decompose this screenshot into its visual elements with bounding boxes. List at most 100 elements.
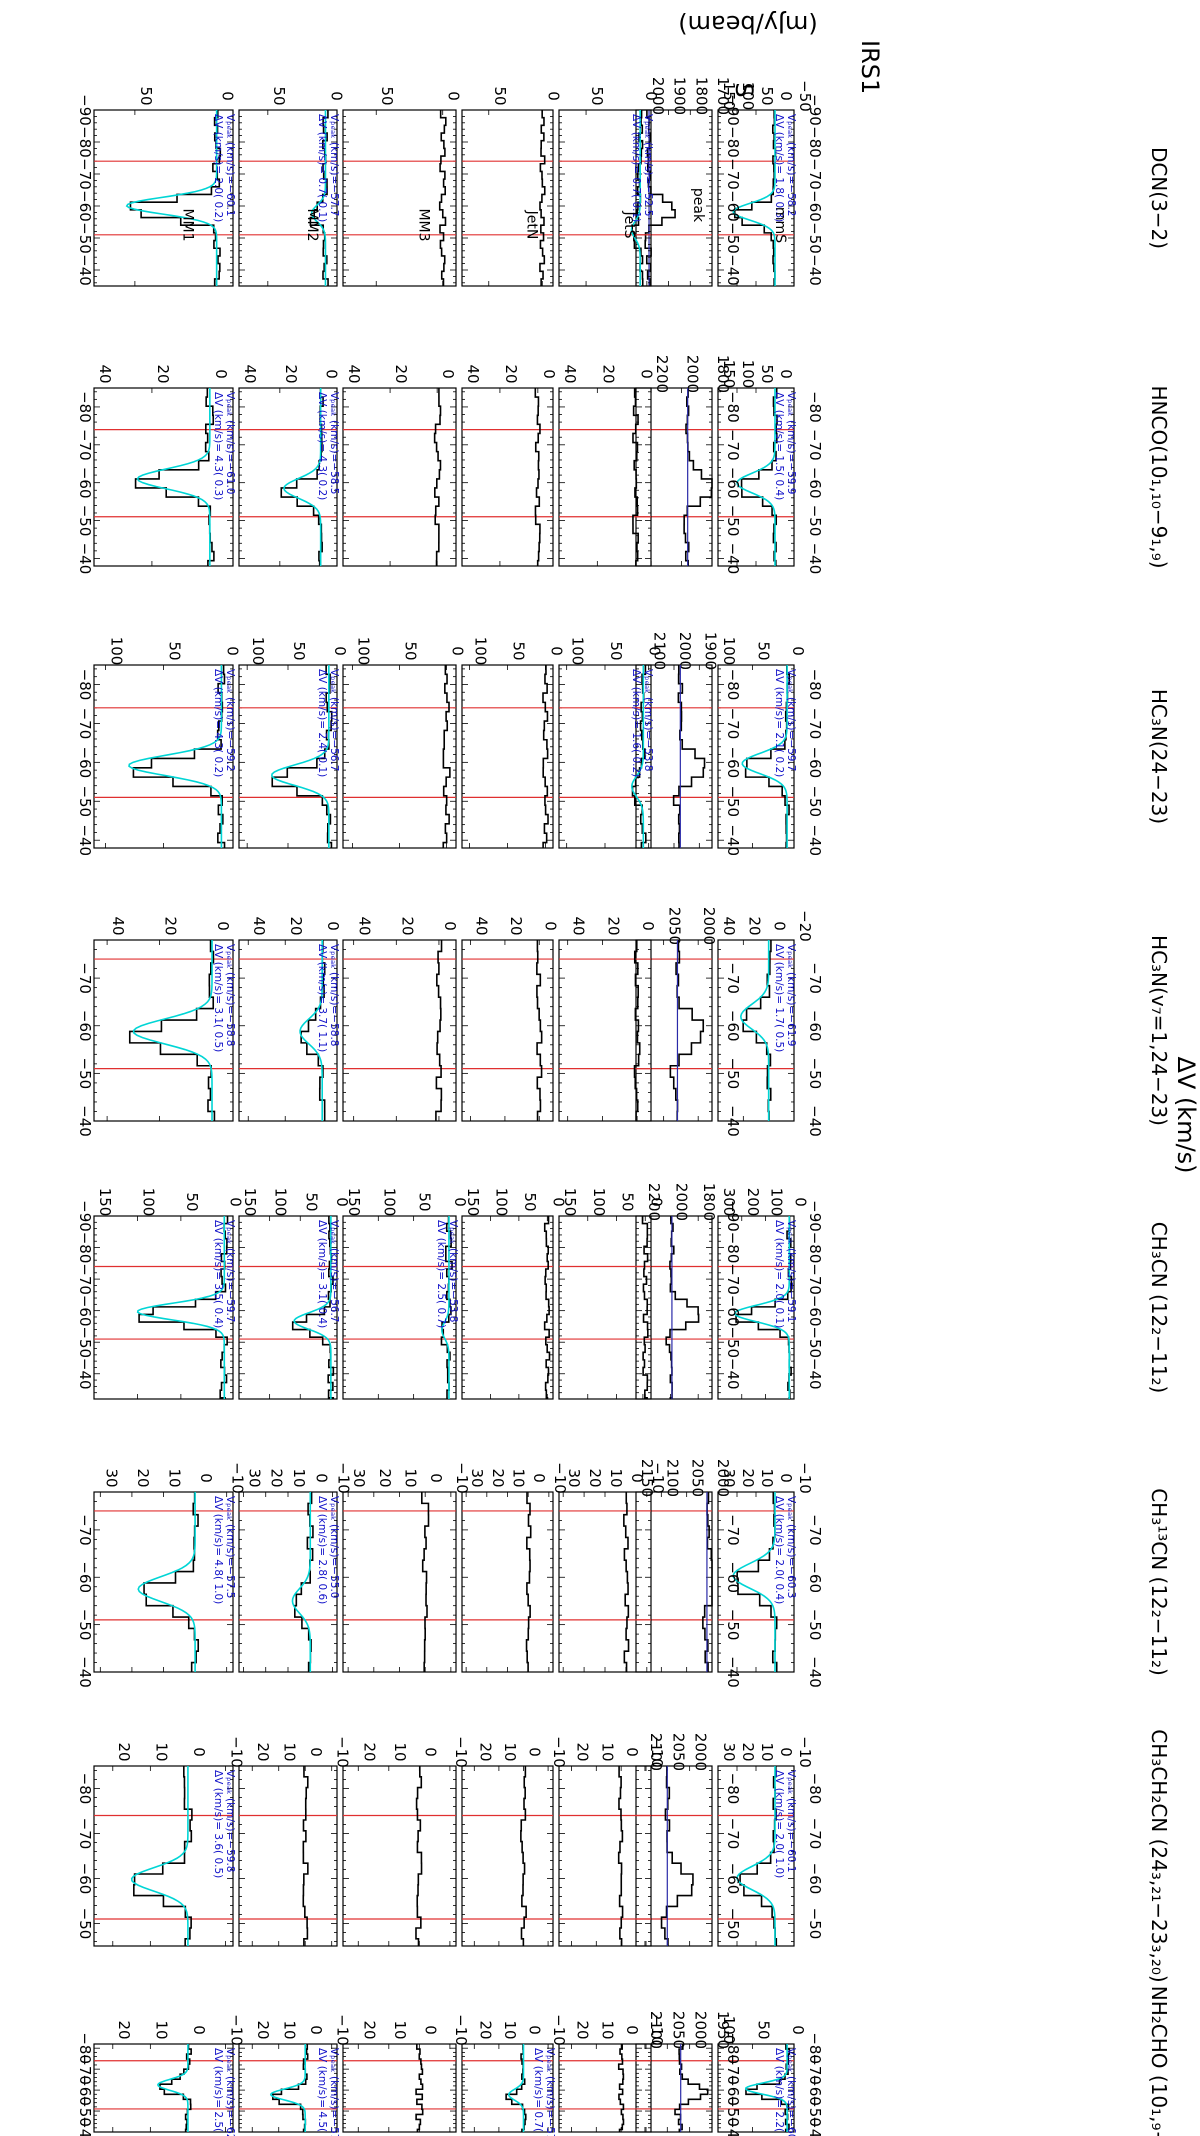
vel-tick-label: −40 xyxy=(724,2116,742,2136)
vel-tick-label: −50 xyxy=(806,1326,824,1358)
vel-tick-label: −50 xyxy=(724,505,742,537)
int-tick-label: 20 xyxy=(360,2020,378,2039)
vel-tick-label: −80 xyxy=(806,126,824,158)
int-tick-label: 0 xyxy=(525,1747,543,1757)
int-tick-label: 0 xyxy=(333,1197,351,1207)
spectrum-line xyxy=(632,388,639,566)
int-tick-label: 2100 xyxy=(663,1459,681,1497)
int-tick-label: −10 xyxy=(648,2014,666,2046)
panel-frame xyxy=(558,109,652,287)
panel-MM2-4: 0 50 100 150 Vₚₑₐₖ (km/s)=−56.7ΔV (km/s)= 3.… xyxy=(238,1188,351,1400)
spectrum-line xyxy=(542,665,549,848)
spectrum-line xyxy=(641,1216,649,1399)
fit-curve xyxy=(630,110,641,286)
dv-label: ΔV (km/s)= 4.3( 0.2) xyxy=(316,392,328,500)
int-tick-label: −10 xyxy=(452,1736,470,1768)
vel-tick-label: −60 xyxy=(806,747,824,779)
fit-curve xyxy=(631,665,645,848)
vel-tick-label: −80 xyxy=(76,1773,94,1805)
int-tick-label: 0 xyxy=(312,1473,330,1483)
panel-frame xyxy=(717,939,795,1122)
int-tick-label: 0 xyxy=(441,921,459,931)
vel-tick-label: −70 xyxy=(724,1514,742,1546)
int-tick-label: 0 xyxy=(190,1747,208,1757)
panel-MM3-3: 0 20 40 xyxy=(342,916,459,1122)
dv-label: ΔV (km/s)= 4.3( 0.2) xyxy=(212,669,224,777)
panel-frame xyxy=(342,1491,457,1673)
int-tick-label: −50 xyxy=(796,80,814,112)
vel-tick-label: −60 xyxy=(724,1010,742,1042)
int-tick-label: 50 xyxy=(755,2020,773,2039)
spectrum-line xyxy=(440,1216,453,1399)
velocity-axis-label: ΔV (km/s) xyxy=(1172,1056,1200,1173)
int-tick-label: 2000 xyxy=(692,1733,710,1771)
int-tick-label: 0 xyxy=(547,646,565,656)
int-tick-label: 20 xyxy=(282,364,300,383)
vel-tick-label: −40 xyxy=(76,1105,94,1137)
vel-tick-label: −70 xyxy=(806,1514,824,1546)
fit-curve xyxy=(736,388,776,566)
spectrum-line xyxy=(672,665,706,848)
panel-MM3-4: 0 50 100 150 Vₚₑₐₖ (km/s)=−53.8ΔV (km/s)= 2.… xyxy=(342,1188,469,1400)
panel-JetS-3: 0 20 40 xyxy=(558,916,657,1122)
spectrum-line xyxy=(674,2044,709,2132)
vel-tick-label: −90 xyxy=(76,94,94,126)
spectrum-line xyxy=(159,2044,192,2132)
molecule-title-1: HNCO(10₁,₁₀−9₁,₉) xyxy=(1147,385,1171,568)
panel-frame xyxy=(342,1215,457,1400)
panel-JetS-0: 0 50 Vₚₑₐₖ (km/s)=−52.5ΔV (km/s)= 0.7( 0.1… xyxy=(558,86,660,287)
dv-label: ΔV (km/s)= 1.8( 0.3) xyxy=(773,114,785,222)
int-tick-label: 0 xyxy=(307,1747,325,1757)
dv-label: ΔV (km/s)= 3.7( 1.1) xyxy=(316,944,328,1052)
vpeak-label: Vₚₑₐₖ (km/s)=−58.8 xyxy=(328,944,340,1046)
vel-tick-label: −80 xyxy=(806,391,824,423)
spectrum-line xyxy=(669,940,705,1121)
panel-frame xyxy=(342,109,457,287)
vel-tick-label: −50 xyxy=(806,1908,824,1940)
vel-tick-label: −60 xyxy=(76,1010,94,1042)
panel-frame xyxy=(342,1765,457,1947)
int-tick-label: 2200 xyxy=(653,355,671,393)
vpeak-label: Vₚₑₐₖ (km/s)=−61.9 xyxy=(785,944,797,1046)
vel-tick-label: −80 xyxy=(76,2032,94,2064)
spectrum-line xyxy=(442,665,451,848)
panel-frame xyxy=(461,109,554,287)
panel-frame xyxy=(635,387,713,567)
spectrum-line xyxy=(271,665,333,848)
vel-tick-label: −60 xyxy=(806,2074,824,2106)
int-tick-label: 1800 xyxy=(700,1183,718,1221)
spectrum-line xyxy=(272,2044,309,2132)
int-tick-label: 2150 xyxy=(638,1459,656,1497)
int-tick-label: 1950 xyxy=(714,2011,732,2049)
panel-JetS-1: 0 20 40 xyxy=(558,364,656,567)
int-tick-label: 0 xyxy=(777,91,795,101)
vel-tick-label: −90 xyxy=(76,1200,94,1232)
int-tick-label: 100 xyxy=(739,360,757,389)
vel-tick-label: −60 xyxy=(76,2074,94,2106)
int-tick-label: 0 xyxy=(777,1747,795,1757)
panel-JetN-1: 0 20 40 xyxy=(461,364,558,567)
int-tick-label: 10 xyxy=(598,1742,616,1761)
int-tick-label: 0 xyxy=(777,369,795,379)
int-tick-label: 10 xyxy=(152,2020,170,2039)
fit-curve xyxy=(156,2044,189,2132)
panel-frame xyxy=(717,1215,795,1400)
panel-frame xyxy=(93,387,234,567)
int-tick-label: 30 xyxy=(245,1468,263,1487)
int-tick-label: 0 xyxy=(541,921,559,931)
int-tick-label: 50 xyxy=(302,1192,320,1211)
vel-tick-label: −60 xyxy=(806,190,824,222)
panel-MM3-2: 0 50 100 xyxy=(342,637,467,849)
panel-frame xyxy=(461,1765,554,1947)
int-tick-label: 0 xyxy=(223,646,241,656)
vel-tick-label: −40 xyxy=(806,543,824,575)
int-tick-label: 30 xyxy=(350,1468,368,1487)
int-tick-label: 150 xyxy=(464,1188,482,1217)
vel-tick-label: −50 xyxy=(806,1609,824,1641)
panel-JetN-0: 0 50 JetN xyxy=(461,86,562,287)
panel-mmS-2: −80 −70 −60 −50 −40 0 50 100 Vₚₑₐₖ (km/s)=−59.7Δ… xyxy=(717,637,824,856)
vel-tick-label: −40 xyxy=(76,824,94,856)
fit-curve xyxy=(441,1216,450,1399)
int-tick-label: 20 xyxy=(154,364,172,383)
